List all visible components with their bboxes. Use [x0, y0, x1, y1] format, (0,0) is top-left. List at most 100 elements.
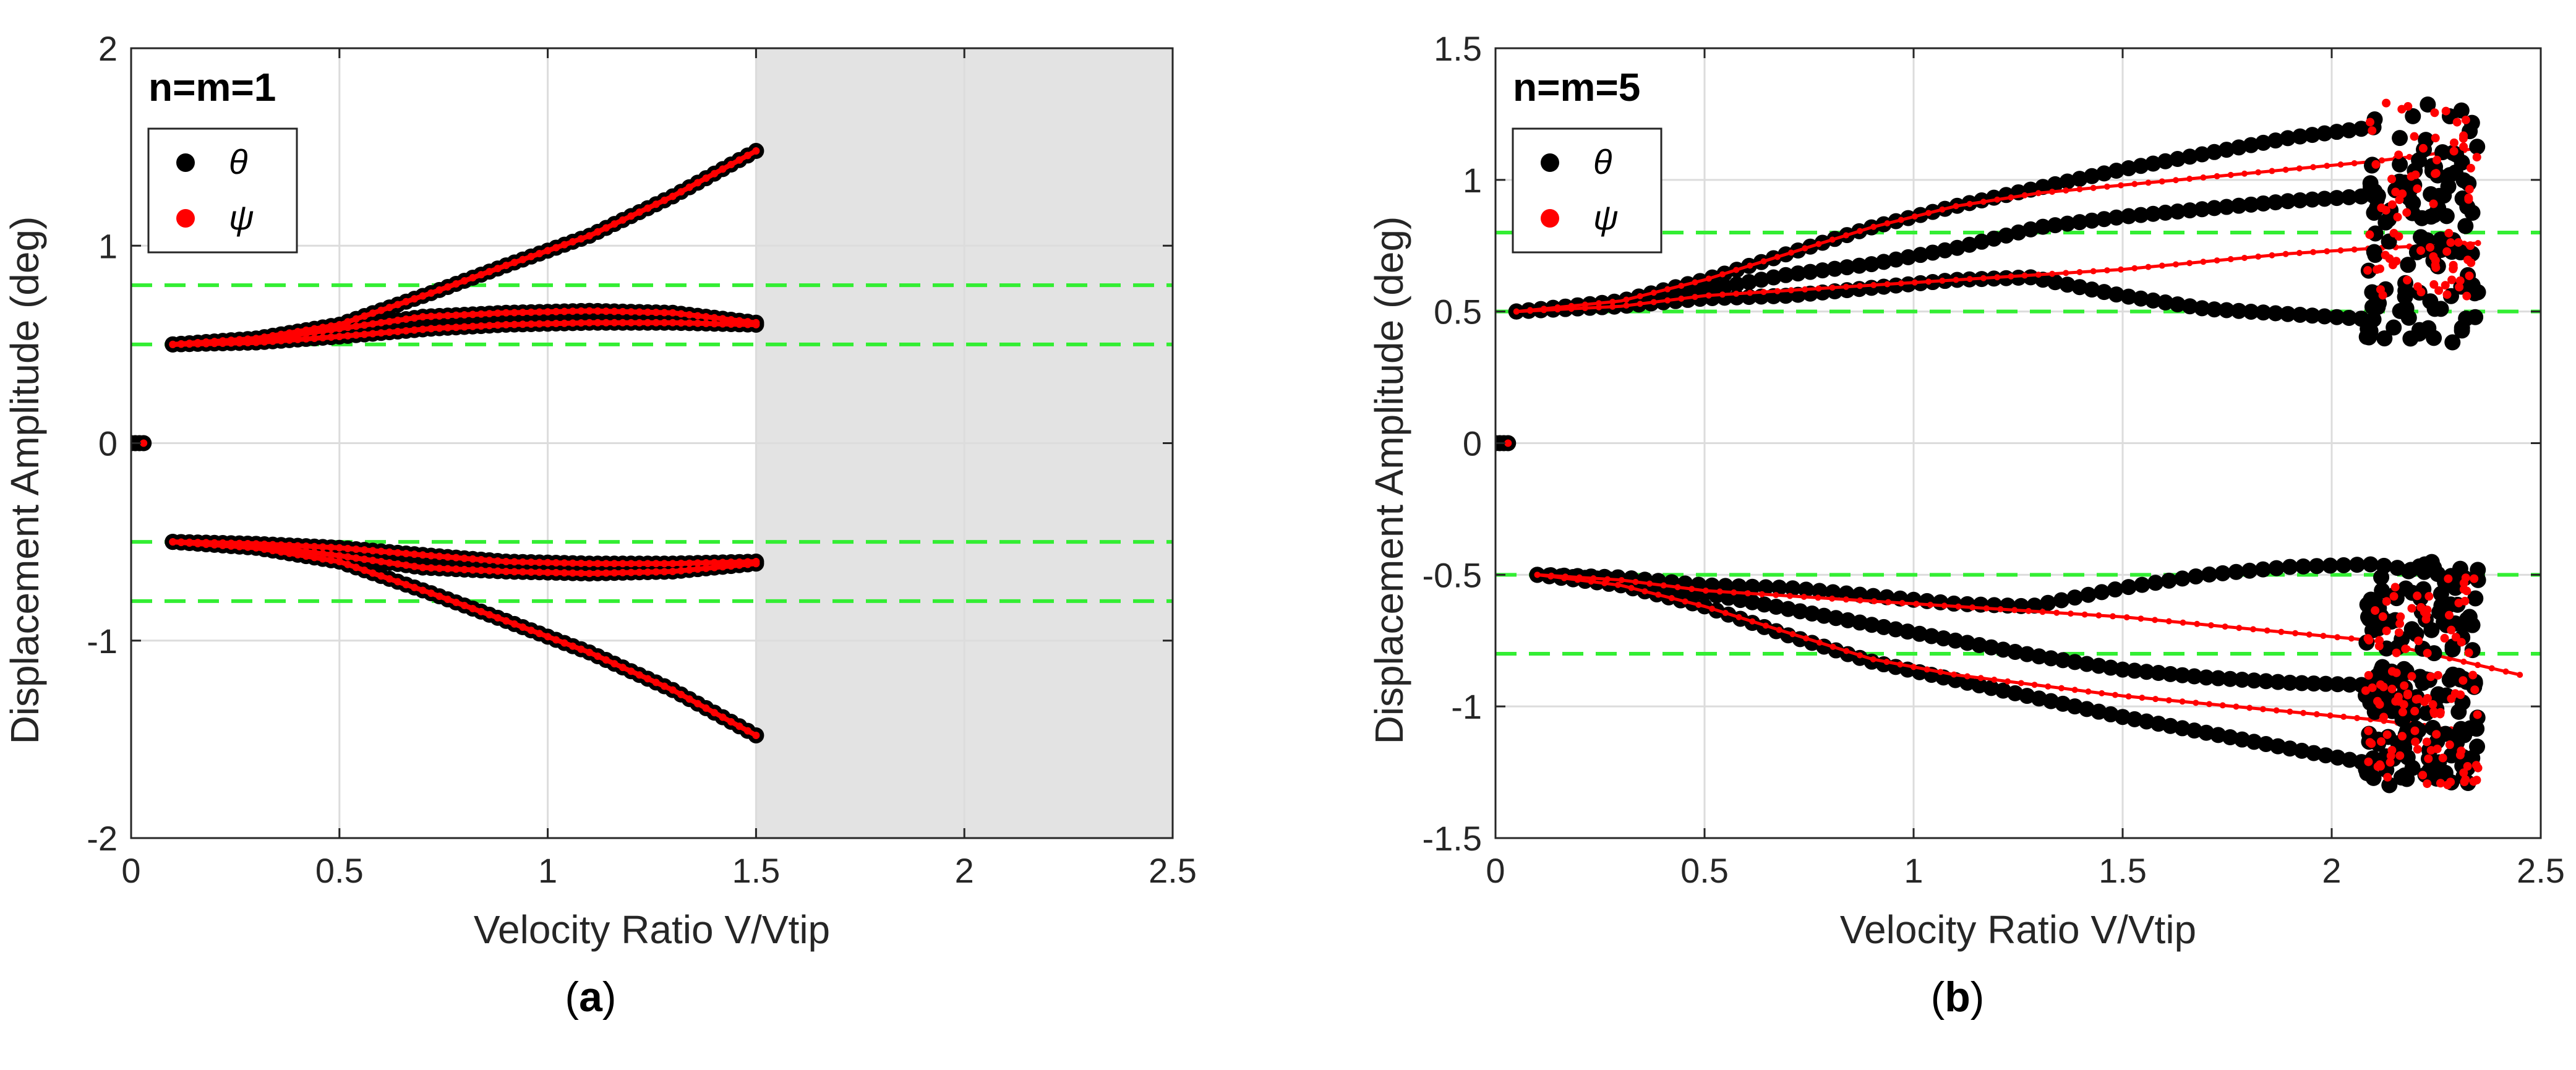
- psi-point: [2365, 230, 2374, 239]
- psi-point: [227, 542, 235, 550]
- psi-point: [1964, 673, 1971, 680]
- theta-point: [2126, 662, 2143, 679]
- psi-point: [310, 328, 319, 336]
- theta-point: [1888, 251, 1904, 268]
- theta-point: [2084, 212, 2100, 229]
- psi-point: [1870, 281, 1877, 288]
- psi-point: [1735, 614, 1742, 620]
- psi-point: [536, 320, 544, 328]
- psi-point: [2418, 143, 2428, 153]
- psi-point: [2327, 712, 2334, 719]
- theta-point: [2102, 706, 2119, 722]
- psi-point: [377, 329, 385, 337]
- psi-point: [469, 566, 477, 574]
- psi-point: [1815, 241, 1822, 247]
- theta-point: [2306, 675, 2322, 692]
- psi-point: [702, 174, 710, 182]
- psi-point: [2179, 698, 2186, 705]
- psi-point: [1842, 283, 1849, 290]
- psi-point: [1588, 578, 1594, 585]
- psi-point: [260, 545, 268, 553]
- psi-point: [327, 550, 335, 559]
- psi-point: [394, 560, 402, 568]
- theta-point: [2255, 304, 2272, 321]
- y-tick-label: 0: [1463, 424, 1482, 463]
- psi-point: [2269, 252, 2275, 259]
- theta-point: [2398, 771, 2415, 787]
- psi-point: [2200, 174, 2207, 181]
- psi-point: [2438, 753, 2447, 763]
- psi-point: [352, 331, 360, 339]
- psi-point: [2145, 263, 2152, 270]
- psi-point: [652, 309, 660, 317]
- theta-point: [2282, 559, 2298, 575]
- psi-point: [1609, 299, 1616, 306]
- psi-point: [486, 556, 494, 564]
- psi-point: [2459, 578, 2468, 588]
- theta-point: [2322, 557, 2339, 574]
- theta-point: [2364, 284, 2381, 301]
- psi-point: [577, 235, 585, 243]
- psi-point: [2152, 696, 2159, 703]
- psi-point: [335, 552, 343, 560]
- psi-point: [2207, 622, 2214, 628]
- psi-point: [2425, 242, 2434, 252]
- theta-point: [2376, 330, 2393, 347]
- psi-point: [635, 671, 643, 679]
- psi-point: [618, 319, 627, 327]
- psi-point: [1705, 292, 1712, 299]
- psi-point: [652, 678, 660, 687]
- psi-point: [361, 312, 369, 320]
- x-tick-label: 0: [121, 851, 140, 890]
- psi-point: [502, 309, 510, 317]
- theta-point: [1851, 257, 1868, 274]
- psi-point: [2436, 779, 2445, 788]
- psi-point: [319, 550, 327, 558]
- theta-point: [2094, 584, 2110, 601]
- psi-point: [2375, 636, 2384, 645]
- psi-point: [536, 630, 544, 638]
- psi-point: [319, 327, 327, 335]
- psi-point: [2433, 670, 2442, 680]
- psi-point: [477, 567, 485, 575]
- psi-point: [310, 334, 319, 342]
- psi-point: [711, 563, 719, 571]
- psi-point: [2447, 275, 2457, 285]
- theta-point: [1826, 260, 1843, 277]
- y-tick-label: 0: [98, 424, 118, 463]
- psi-point: [469, 310, 477, 319]
- psi-point: [202, 540, 210, 548]
- psi-point: [1829, 643, 1836, 650]
- psi-point: [435, 552, 443, 560]
- psi-point: [527, 568, 535, 576]
- theta-point: [2467, 590, 2484, 607]
- theta-point: [2444, 666, 2461, 683]
- psi-point: [2434, 286, 2444, 295]
- theta-point: [2444, 334, 2461, 351]
- theta-point: [2234, 671, 2251, 688]
- theta-point: [2329, 749, 2346, 766]
- psi-point: [427, 564, 435, 572]
- psi-point: [669, 686, 677, 694]
- theta-point: [2010, 224, 2027, 241]
- theta-point: [1839, 259, 1855, 276]
- psi-point: [2423, 649, 2432, 658]
- psi-point: [327, 326, 335, 334]
- psi-point: [1983, 605, 1990, 612]
- theta-point: [2257, 673, 2274, 690]
- theta-point: [2162, 666, 2179, 682]
- psi-point: [327, 544, 335, 552]
- psi-point: [435, 312, 443, 320]
- y-tick-label: 1: [98, 226, 118, 265]
- psi-point: [1994, 274, 2001, 281]
- psi-point: [1504, 439, 1512, 447]
- psi-point: [1749, 618, 1756, 625]
- psi-point: [2379, 157, 2386, 164]
- psi-point: [2424, 754, 2433, 763]
- psi-point: [2382, 597, 2391, 606]
- psi-point: [1722, 610, 1729, 617]
- theta-point: [2317, 747, 2334, 764]
- psi-point: [2387, 684, 2397, 693]
- psi-point: [2420, 697, 2429, 706]
- psi-point: [627, 308, 635, 316]
